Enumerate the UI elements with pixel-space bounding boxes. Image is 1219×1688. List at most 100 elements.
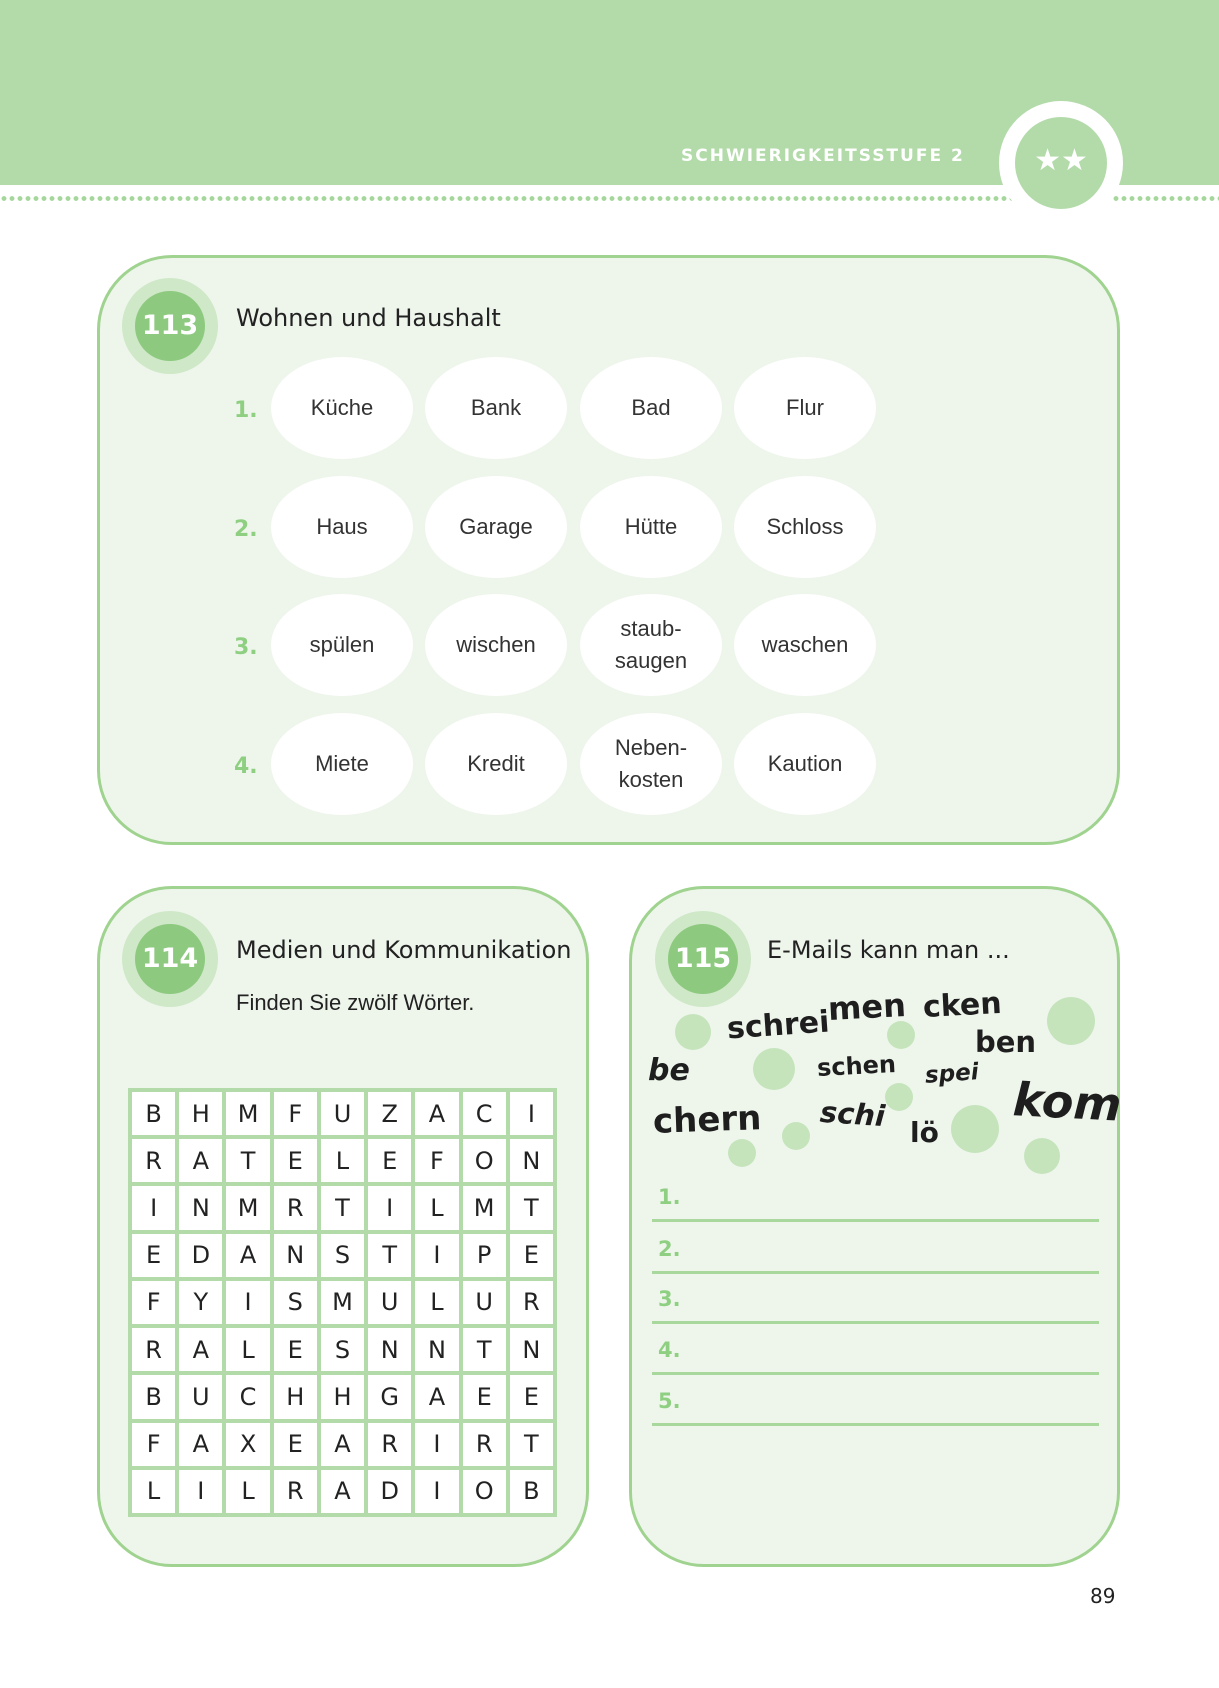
word-oval[interactable]: staub- saugen: [580, 594, 722, 696]
grid-cell[interactable]: U: [320, 1092, 365, 1136]
grid-cell[interactable]: U: [368, 1280, 412, 1325]
grid-cell[interactable]: N: [179, 1186, 223, 1230]
grid-cell[interactable]: P: [462, 1233, 506, 1277]
grid-cell[interactable]: E: [509, 1233, 553, 1277]
grid-cell[interactable]: T: [509, 1186, 553, 1230]
grid-cell[interactable]: E: [273, 1422, 317, 1466]
grid-cell[interactable]: I: [132, 1186, 176, 1230]
grid-cell[interactable]: E: [273, 1328, 317, 1372]
grid-cell[interactable]: L: [415, 1280, 459, 1325]
grid-cell[interactable]: D: [179, 1233, 223, 1277]
grid-cell[interactable]: E: [368, 1139, 412, 1183]
answer-line[interactable]: [652, 1271, 1099, 1274]
grid-cell[interactable]: R: [509, 1280, 553, 1325]
grid-cell[interactable]: R: [273, 1469, 317, 1513]
word-oval[interactable]: wischen: [425, 594, 567, 696]
word-oval[interactable]: Neben- kosten: [580, 713, 722, 815]
grid-cell[interactable]: I: [226, 1280, 270, 1325]
word-oval[interactable]: Miete: [271, 713, 413, 815]
word-oval[interactable]: Haus: [271, 476, 413, 578]
grid-cell[interactable]: S: [320, 1328, 365, 1372]
grid-cell[interactable]: H: [273, 1375, 317, 1419]
grid-cell[interactable]: N: [509, 1139, 553, 1183]
grid-cell[interactable]: I: [179, 1469, 223, 1513]
grid-cell[interactable]: R: [368, 1422, 412, 1466]
answer-line[interactable]: [652, 1372, 1099, 1375]
grid-cell[interactable]: N: [415, 1328, 459, 1372]
word-oval[interactable]: Schloss: [734, 476, 876, 578]
grid-cell[interactable]: A: [179, 1328, 223, 1372]
grid-cell[interactable]: N: [509, 1328, 553, 1372]
grid-cell[interactable]: D: [368, 1469, 412, 1513]
word-oval[interactable]: Flur: [734, 357, 876, 459]
word-oval[interactable]: Kredit: [425, 713, 567, 815]
grid-cell[interactable]: C: [226, 1375, 270, 1419]
grid-cell[interactable]: B: [509, 1469, 553, 1513]
grid-cell[interactable]: L: [320, 1139, 365, 1183]
grid-cell[interactable]: A: [320, 1422, 365, 1466]
grid-cell[interactable]: S: [273, 1280, 317, 1325]
word-oval[interactable]: Bank: [425, 357, 567, 459]
grid-cell[interactable]: A: [179, 1422, 223, 1466]
word-oval[interactable]: Bad: [580, 357, 722, 459]
grid-cell[interactable]: N: [273, 1233, 317, 1277]
grid-cell[interactable]: T: [368, 1233, 412, 1277]
grid-cell[interactable]: X: [226, 1422, 270, 1466]
grid-cell[interactable]: T: [320, 1186, 365, 1230]
grid-cell[interactable]: H: [320, 1375, 365, 1419]
grid-cell[interactable]: T: [462, 1328, 506, 1372]
answer-line[interactable]: [652, 1423, 1099, 1426]
grid-cell[interactable]: O: [462, 1139, 506, 1183]
grid-cell[interactable]: M: [226, 1092, 270, 1136]
grid-cell[interactable]: O: [462, 1469, 506, 1513]
word-oval[interactable]: Garage: [425, 476, 567, 578]
answer-line[interactable]: [652, 1219, 1099, 1222]
word-oval[interactable]: spülen: [271, 594, 413, 696]
grid-cell[interactable]: H: [179, 1092, 223, 1136]
grid-cell[interactable]: A: [320, 1469, 365, 1513]
grid-cell[interactable]: L: [226, 1469, 270, 1513]
grid-cell[interactable]: R: [273, 1186, 317, 1230]
answer-line[interactable]: [652, 1321, 1099, 1324]
grid-cell[interactable]: A: [179, 1139, 223, 1183]
grid-cell[interactable]: F: [132, 1422, 176, 1466]
grid-cell[interactable]: T: [226, 1139, 270, 1183]
grid-cell[interactable]: U: [179, 1375, 223, 1419]
grid-cell[interactable]: Y: [179, 1280, 223, 1325]
grid-cell[interactable]: U: [462, 1280, 506, 1325]
grid-cell[interactable]: M: [462, 1186, 506, 1230]
grid-cell[interactable]: F: [132, 1280, 176, 1325]
grid-cell[interactable]: N: [368, 1328, 412, 1372]
grid-cell[interactable]: L: [226, 1328, 270, 1372]
grid-cell[interactable]: R: [132, 1328, 176, 1372]
grid-cell[interactable]: A: [226, 1233, 270, 1277]
grid-cell[interactable]: E: [509, 1375, 553, 1419]
word-oval[interactable]: Hütte: [580, 476, 722, 578]
grid-cell[interactable]: I: [415, 1233, 459, 1277]
grid-cell[interactable]: T: [509, 1422, 553, 1466]
grid-cell[interactable]: G: [368, 1375, 412, 1419]
grid-cell[interactable]: A: [415, 1375, 459, 1419]
grid-cell[interactable]: Z: [368, 1092, 412, 1136]
grid-cell[interactable]: E: [132, 1233, 176, 1277]
grid-cell[interactable]: I: [509, 1092, 553, 1136]
grid-cell[interactable]: M: [226, 1186, 270, 1230]
grid-cell[interactable]: I: [368, 1186, 412, 1230]
grid-cell[interactable]: I: [415, 1422, 459, 1466]
grid-cell[interactable]: R: [462, 1422, 506, 1466]
grid-cell[interactable]: C: [462, 1092, 506, 1136]
grid-cell[interactable]: S: [320, 1233, 365, 1277]
grid-cell[interactable]: L: [415, 1186, 459, 1230]
grid-cell[interactable]: F: [415, 1139, 459, 1183]
grid-cell[interactable]: L: [132, 1469, 176, 1513]
grid-cell[interactable]: R: [132, 1139, 176, 1183]
grid-cell[interactable]: E: [273, 1139, 317, 1183]
grid-cell[interactable]: F: [273, 1092, 317, 1136]
grid-cell[interactable]: A: [415, 1092, 459, 1136]
grid-cell[interactable]: B: [132, 1092, 176, 1136]
word-oval[interactable]: Küche: [271, 357, 413, 459]
grid-cell[interactable]: I: [415, 1469, 459, 1513]
word-oval[interactable]: Kaution: [734, 713, 876, 815]
word-oval[interactable]: waschen: [734, 594, 876, 696]
grid-cell[interactable]: M: [320, 1280, 365, 1325]
